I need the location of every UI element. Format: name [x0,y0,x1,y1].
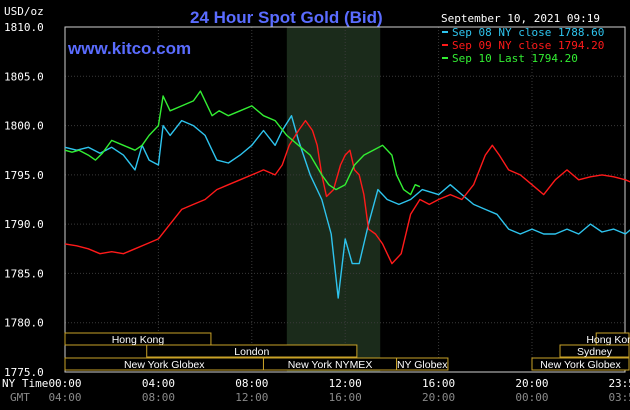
session-label: New York NYMEX [288,359,373,371]
session-bar [64,332,212,346]
x-tick-gmt: 00:00 [515,391,548,404]
y-tick-label: 1775.0 [4,366,44,379]
x-tick-gmt: 12:00 [235,391,268,404]
chart-title: 24 Hour Spot Gold (Bid) [190,8,383,27]
plot-frame [64,26,626,373]
session-label: Sydney [577,346,613,358]
y-tick-label: 1810.0 [4,21,44,34]
y-tick-label: 1780.0 [4,317,44,330]
session-bar [396,357,449,371]
x-axis-gmt-label: GMT [10,391,30,404]
session-bar [531,357,630,371]
series-line-2 [64,90,421,196]
legend-entry: Sep 09 NY close 1794.20 [452,39,604,52]
session-label: NY Globex [397,359,448,371]
timestamp: September 10, 2021 09:19 [441,12,600,25]
y-tick-label: 1800.0 [4,120,44,133]
x-tick-ny: 04:00 [142,377,175,390]
session-label: Hong Kong [586,334,630,346]
x-tick-ny: 12:00 [329,377,362,390]
series-line-0 [64,115,630,299]
website-label: www.kitco.com [67,39,191,58]
series-line-1 [64,119,630,265]
session-bar [146,344,358,358]
y-tick-label: 1795.0 [4,169,44,182]
unit-label: USD/oz [4,5,44,18]
x-axis-ny-label: NY Time [2,377,48,390]
session-label: New York Globex [540,359,621,371]
x-tick-ny: 00:00 [48,377,81,390]
x-tick-gmt: 16:00 [329,391,362,404]
x-axis-labels: 00:0004:0008:0012:0016:0020:0023:5904:00… [48,377,630,404]
session-bar [559,344,630,358]
x-tick-ny: 23:59 [608,377,630,390]
y-tick-label: 1790.0 [4,218,44,231]
x-tick-gmt: 20:00 [422,391,455,404]
legend-entry: Sep 08 NY close 1788.60 [452,26,604,39]
x-tick-gmt: 04:00 [48,391,81,404]
session-label: Hong Kong [112,334,165,346]
shaded-nymex-session [286,27,381,372]
x-tick-gmt: 03:59 [608,391,630,404]
y-tick-label: 1805.0 [4,70,44,83]
session-label: New York Globex [124,359,205,371]
series-lines [64,90,630,299]
session-label: London [234,346,269,358]
y-tick-label: 1785.0 [4,267,44,280]
x-tick-gmt: 08:00 [142,391,175,404]
x-tick-ny: 08:00 [235,377,268,390]
legend-entry: Sep 10 Last 1794.20 [452,52,578,65]
y-axis-labels: 1810.0 1805.0 1800.0 1795.0 1790.0 1785.0 1780… [4,21,44,379]
x-tick-ny: 16:00 [422,377,455,390]
x-tick-ny: 20:00 [515,377,548,390]
